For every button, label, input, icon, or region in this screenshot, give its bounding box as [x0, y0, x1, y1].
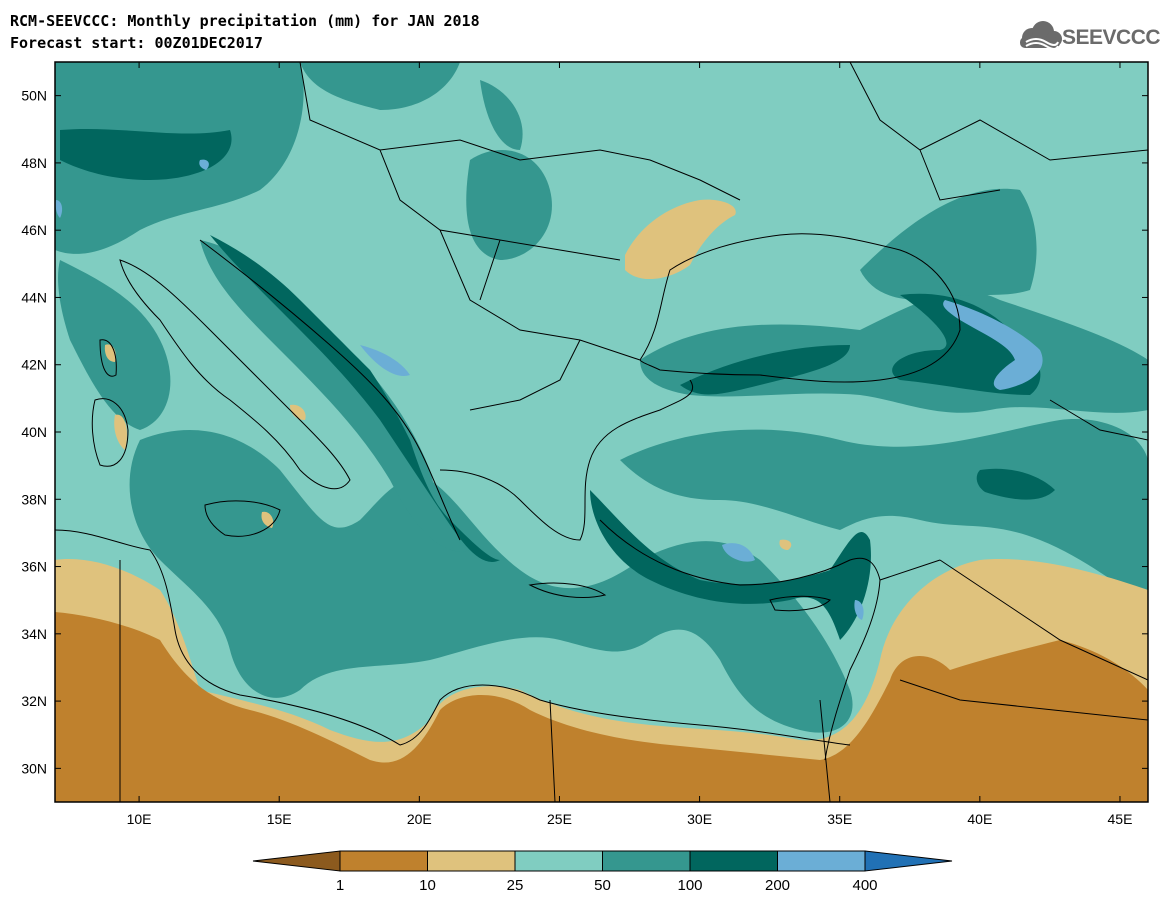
lon-tick-label: 25E	[547, 811, 572, 827]
colorbar-label: 400	[852, 877, 877, 894]
lat-tick-label: 36N	[21, 559, 47, 575]
lat-tick-label: 44N	[21, 289, 47, 305]
band-200-400	[55, 159, 1043, 620]
coastline-adriatic	[199, 239, 461, 541]
forecast-start-label: Forecast start: 00Z01DEC2017	[10, 34, 263, 52]
lon-tick-label: 35E	[827, 811, 852, 827]
longitude-axis: 10E 15E 20E 25E 30E 35E 40E 45E	[127, 62, 1133, 827]
coastline-turkey-south	[599, 519, 881, 761]
colorbar-segment	[339, 850, 428, 872]
coastline-italy	[119, 259, 351, 490]
lon-tick-label: 40E	[967, 811, 992, 827]
lat-tick-label: 48N	[21, 155, 47, 171]
colorbar-segment	[777, 850, 866, 872]
colorbar-label: 1	[336, 877, 344, 894]
lat-tick-label: 46N	[21, 222, 47, 238]
colorbar-label: 25	[507, 877, 524, 894]
lon-tick-label: 15E	[267, 811, 292, 827]
coastline-north-africa	[55, 529, 851, 746]
colorbar-label: 100	[677, 877, 702, 894]
map-title: RCM-SEEVCCC: Monthly precipitation (mm) …	[10, 12, 480, 30]
coastline-black-sea	[639, 233, 961, 383]
lat-tick-label: 50N	[21, 88, 47, 104]
lat-tick-label: 32N	[21, 693, 47, 709]
colorbar-label: 200	[765, 877, 790, 894]
lon-tick-label: 20E	[407, 811, 432, 827]
lat-tick-label: 30N	[21, 760, 47, 776]
coastline-crete	[528, 582, 607, 599]
logo-text: SEEVCCC	[1062, 26, 1161, 49]
colorbar: 1 10 25 50 100 200 400	[252, 850, 953, 894]
coastline-sicily	[204, 500, 281, 537]
cloud-logo-icon	[1020, 21, 1062, 50]
band-1-10	[55, 612, 1148, 802]
lat-tick-label: 34N	[21, 626, 47, 642]
colorbar-segment	[514, 850, 603, 872]
colorbar-label: 10	[419, 877, 436, 894]
lon-tick-label: 10E	[127, 811, 152, 827]
coastline-greece	[439, 379, 693, 541]
colorbar-under-triangle	[252, 850, 341, 872]
lat-tick-label: 40N	[21, 424, 47, 440]
coastline-corsica	[99, 339, 117, 377]
colorbar-label: 50	[594, 877, 611, 894]
colorbar-segment	[427, 850, 516, 872]
lon-tick-label: 45E	[1108, 811, 1133, 827]
coastline-sardinia	[91, 398, 129, 467]
colorbar-segment	[602, 850, 691, 872]
coastline-cyprus	[769, 595, 831, 612]
border-lines	[119, 62, 1148, 802]
colorbar-segment	[689, 850, 778, 872]
lat-tick-label: 38N	[21, 491, 47, 507]
coastlines-borders	[55, 62, 1148, 802]
latitude-axis: 30N 32N 34N 36N 38N 40N 42N 44N 46N 48N 50N	[21, 88, 1148, 776]
colorbar-over-triangle	[864, 850, 953, 872]
lon-tick-label: 30E	[687, 811, 712, 827]
precipitation-field	[55, 62, 1148, 802]
lat-tick-label: 42N	[21, 357, 47, 373]
